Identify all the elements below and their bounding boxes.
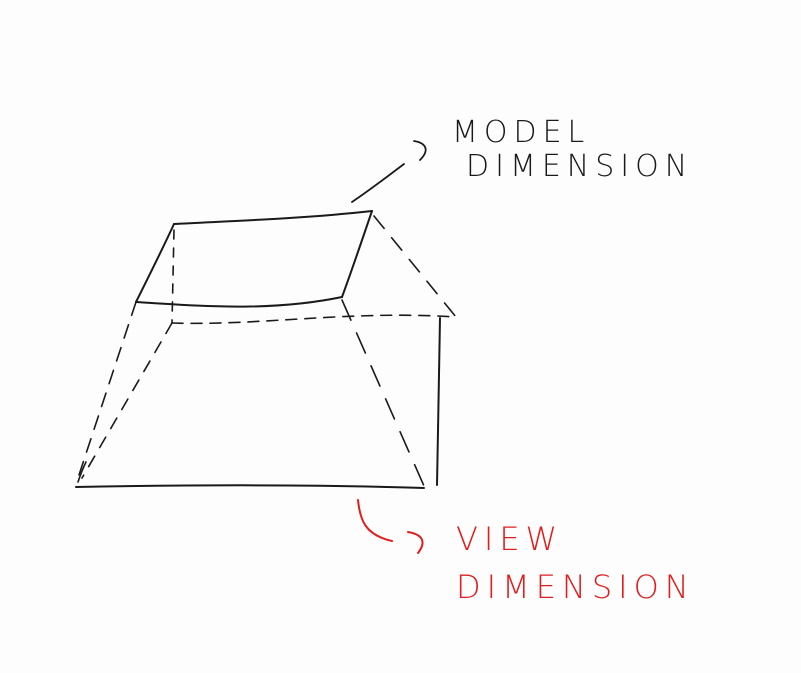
- model-label-line2: DIMENSION: [466, 149, 693, 184]
- model-leader-line: [351, 163, 405, 203]
- near-plane-left-edge: [135, 223, 175, 303]
- hidden-vertical-left: [171, 229, 175, 324]
- view-leader-hook: [357, 499, 393, 542]
- far-plane-back-edge: [171, 314, 457, 325]
- edge-front-right: [341, 299, 425, 487]
- model-label-line1: MODEL: [452, 115, 590, 150]
- view-dimension-pointer: [357, 499, 424, 554]
- hidden-edges: [77, 215, 457, 487]
- far-plane-bottom-edge: [75, 484, 425, 489]
- edge-back-right: [373, 215, 457, 318]
- view-label-line2: DIMENSION: [456, 568, 695, 606]
- near-plane-bottom-edge: [135, 296, 343, 308]
- near-plane-top-edge: [173, 210, 373, 225]
- near-plane: [135, 210, 373, 308]
- view-arrow-mark: [407, 531, 424, 554]
- model-dimension-pointer: [351, 140, 427, 203]
- edge-front-left: [77, 301, 137, 479]
- view-label-line1: VIEW: [456, 520, 563, 558]
- near-plane-right-edge: [341, 210, 373, 298]
- far-plane: [75, 314, 457, 489]
- hidden-diagonal-back-left: [81, 322, 173, 479]
- far-plane-right-edge: [436, 317, 441, 486]
- model-arrow-mark: [413, 140, 427, 161]
- far-plane-left-hidden-edge: [77, 461, 87, 483]
